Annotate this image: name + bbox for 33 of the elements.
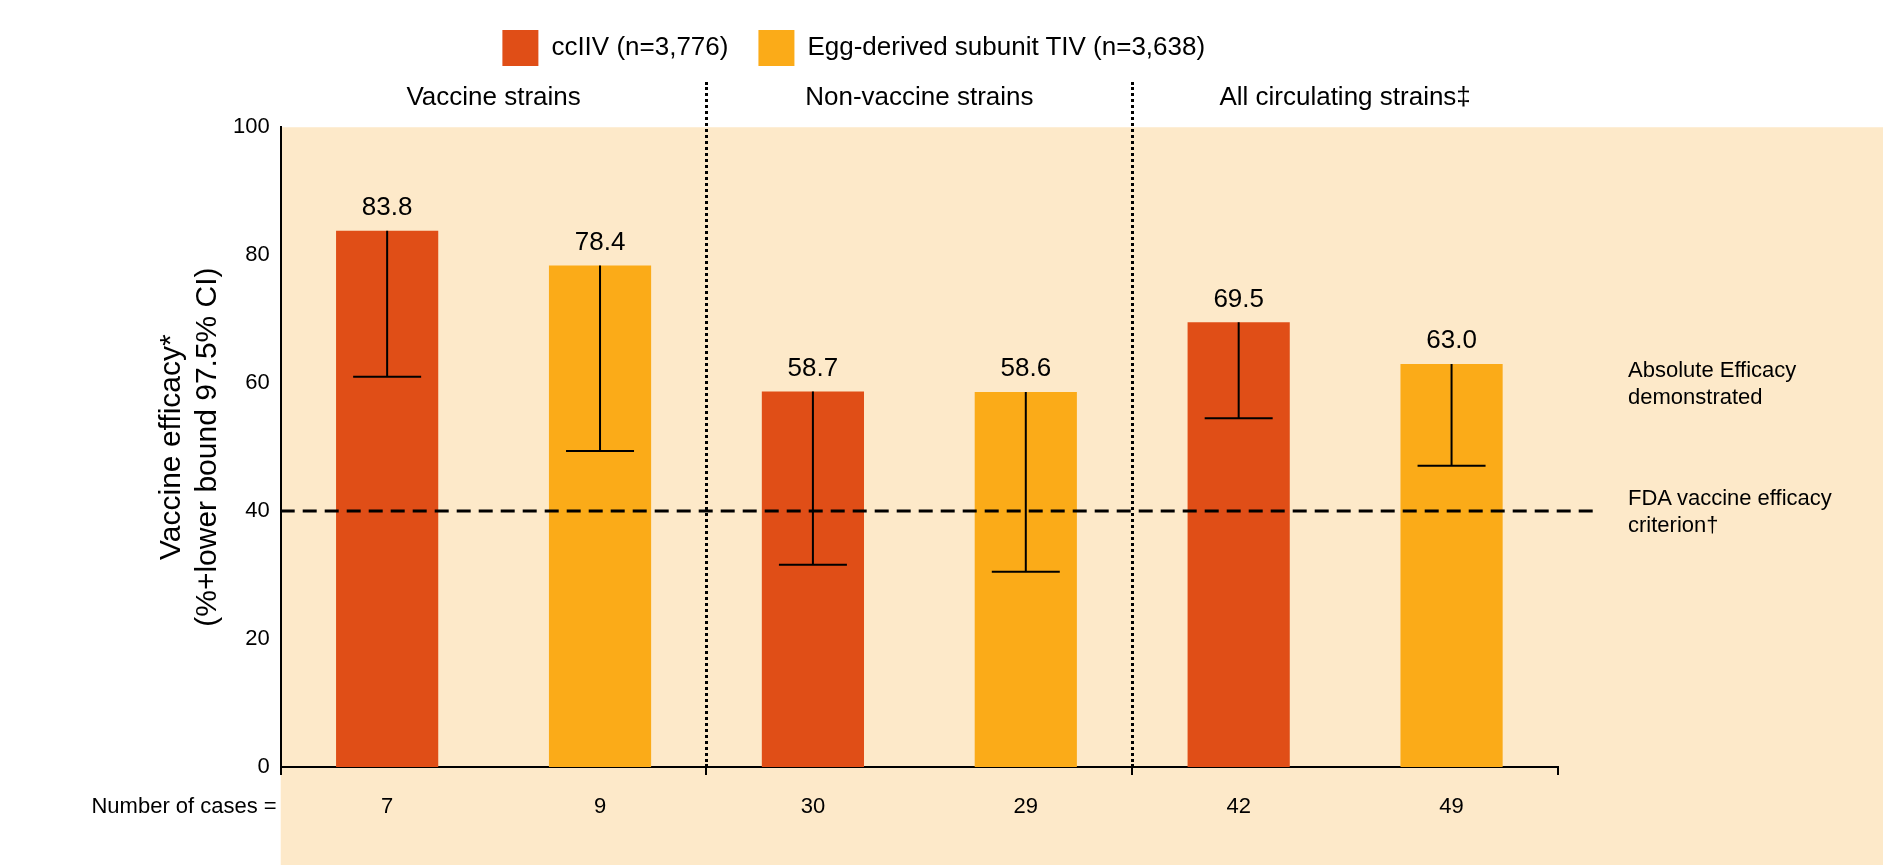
text: 42	[1226, 793, 1251, 819]
ref-line-label: FDA vaccine efficacy criterion†	[1628, 484, 1833, 539]
data-label: 58.6	[1000, 352, 1052, 383]
legend-label: ccIIV (n=3,776)	[551, 31, 729, 62]
text: 30	[800, 793, 826, 819]
text: Absolute Efficacy demonstrated	[1628, 356, 1798, 411]
text: Number of cases =	[91, 793, 277, 819]
legend-label: Egg-derived subunit TIV (n=3,638)	[807, 31, 1206, 62]
data-label: 63.0	[1426, 324, 1477, 355]
data-label: 83.8	[361, 191, 413, 222]
y-tick-label: 40	[245, 497, 270, 523]
y-tick-label: 0	[257, 753, 270, 779]
data-label: 58.7	[787, 351, 839, 382]
x-tick-label: All circulating strains‡	[1219, 80, 1471, 111]
bar	[761, 391, 864, 767]
x-tick-label: Vaccine strains	[406, 80, 581, 111]
y-tick-label: 80	[245, 241, 270, 267]
y-tick-label: 60	[245, 369, 270, 395]
text: 29	[1013, 793, 1039, 819]
y-tick-label: 20	[245, 625, 270, 651]
y-tick-label: 100	[232, 113, 270, 139]
y-axis-title: Vaccine efficacy* (%+lower bound 97.5% CI)	[153, 267, 223, 627]
x-tick-label: Non-vaccine strains	[805, 80, 1034, 111]
bar	[548, 265, 652, 767]
bar	[336, 230, 439, 767]
data-label: 78.4	[574, 225, 626, 256]
bar	[974, 392, 1077, 767]
text: 7	[381, 793, 394, 819]
text: 9	[593, 793, 607, 819]
bar	[1187, 322, 1290, 767]
bar	[1400, 363, 1503, 767]
data-label: 69.5	[1213, 282, 1264, 313]
text: 49	[1439, 793, 1464, 819]
